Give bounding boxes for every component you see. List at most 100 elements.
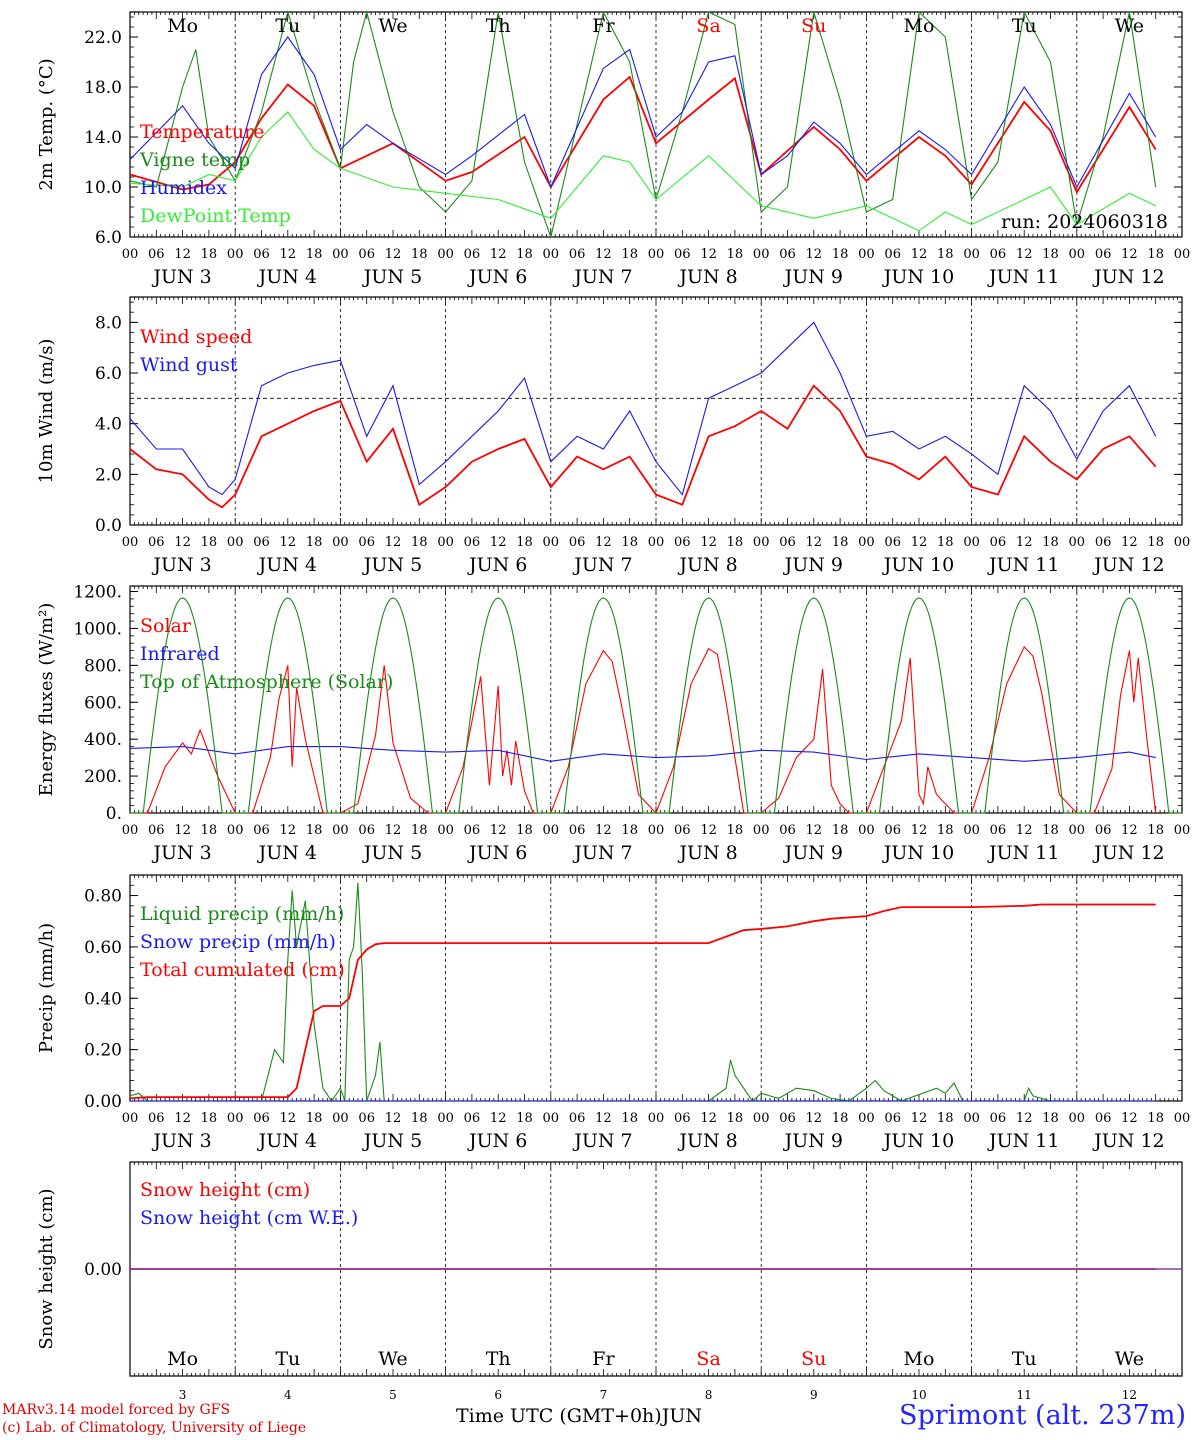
day-name: We [378, 15, 407, 37]
hour-label: 12 [1016, 535, 1033, 550]
hour-label: 00 [1069, 247, 1086, 262]
hour-label: 06 [884, 535, 901, 550]
y-tick-label: 400. [84, 730, 122, 750]
hour-label: 06 [674, 247, 691, 262]
date-label: JUN 11 [987, 1130, 1059, 1152]
hour-label: 06 [990, 535, 1007, 550]
hour-label: 18 [1147, 1111, 1164, 1126]
series-line-vigne-temp [129, 9, 1157, 239]
y-tick-label: 0.60 [84, 938, 122, 958]
hour-label: 12 [1016, 247, 1033, 262]
hour-label: 00 [332, 1111, 349, 1126]
y-tick-label: 0.20 [84, 1041, 122, 1061]
hour-label: 18 [1042, 1111, 1059, 1126]
series-line-top-of-atmosphere-solar- [130, 597, 1182, 814]
hour-label: 00 [1174, 247, 1191, 262]
hour-label: 06 [674, 535, 691, 550]
legend-entry: Solar [140, 615, 192, 637]
date-label: JUN 4 [257, 554, 317, 576]
hour-label: 00 [332, 247, 349, 262]
hour-label: 18 [621, 823, 638, 838]
hour-label: 00 [122, 535, 139, 550]
hour-label: 06 [464, 823, 481, 838]
day-number: 9 [810, 1388, 818, 1402]
panel-frame [129, 11, 1183, 238]
hour-label: 18 [937, 247, 954, 262]
hour-label: 00 [122, 823, 139, 838]
hour-label: 00 [332, 535, 349, 550]
day-number: 8 [705, 1388, 713, 1402]
y-tick-label: 600. [84, 693, 122, 713]
legend-entry: Wind gust [140, 354, 238, 376]
x-axis-title: Time UTC (GMT+0h)JUN [456, 1405, 702, 1427]
hour-label: 12 [806, 535, 823, 550]
legend-entry: Top of Atmosphere (Solar) [140, 671, 393, 693]
hour-label: 00 [963, 1111, 980, 1126]
y-tick-label: 22.0 [84, 28, 122, 48]
y-tick-label: 1200. [73, 583, 122, 603]
legend-entry: Temperature [140, 121, 264, 143]
hour-label: 18 [621, 247, 638, 262]
hour-label: 06 [779, 823, 796, 838]
date-label: JUN 7 [572, 1130, 632, 1152]
hour-label: 06 [464, 535, 481, 550]
hour-label: 18 [1147, 823, 1164, 838]
hour-label: 00 [227, 247, 244, 262]
y-tick-label: 0.00 [84, 1092, 122, 1112]
date-label: JUN 12 [1092, 554, 1164, 576]
hour-label: 06 [358, 247, 375, 262]
hour-label: 00 [437, 247, 454, 262]
hour-label: 00 [1174, 535, 1191, 550]
date-label: JUN 3 [151, 554, 211, 576]
hour-label: 00 [332, 823, 349, 838]
hour-label: 12 [280, 1111, 297, 1126]
panel-1: 6.0 10.0 14.0 18.0 22.0 2m Temp. (°C) Temperat… [36, 9, 1191, 288]
hour-label: 00 [227, 535, 244, 550]
hour-label: 00 [437, 823, 454, 838]
y-tick-label: 0.80 [84, 887, 122, 907]
date-label: JUN 3 [151, 266, 211, 288]
y-tick-label: 800. [84, 656, 122, 676]
hour-label: 00 [858, 535, 875, 550]
hour-label: 00 [648, 823, 665, 838]
hour-label: 18 [832, 247, 849, 262]
hour-label: 18 [516, 1111, 533, 1126]
date-label: JUN 9 [783, 266, 843, 288]
hour-label: 06 [148, 1111, 165, 1126]
day-name: Mo [167, 15, 198, 37]
day-name: Th [486, 15, 511, 37]
date-label: JUN 9 [783, 554, 843, 576]
hour-label: 06 [884, 1111, 901, 1126]
date-label: JUN 6 [467, 554, 527, 576]
hour-label: 06 [253, 535, 270, 550]
legend-entry: Vigne temp [139, 149, 250, 171]
hour-label: 00 [963, 535, 980, 550]
hour-label: 06 [358, 1111, 375, 1126]
hour-label: 12 [806, 1111, 823, 1126]
hour-label: 18 [937, 535, 954, 550]
hour-label: 18 [306, 1111, 323, 1126]
hour-label: 00 [753, 1111, 770, 1126]
hour-label: 00 [1069, 823, 1086, 838]
date-label: JUN 9 [783, 842, 843, 864]
hour-label: 00 [122, 1111, 139, 1126]
y-tick-label: 0.40 [84, 989, 122, 1009]
hour-label: 12 [490, 1111, 507, 1126]
series-line-humidex [129, 36, 1157, 189]
hour-label: 00 [122, 247, 139, 262]
hour-label: 00 [648, 1111, 665, 1126]
day-number: 12 [1122, 1388, 1137, 1402]
date-label: JUN 6 [467, 1130, 527, 1152]
legend-entry: Wind speed [140, 326, 252, 348]
hour-label: 18 [306, 823, 323, 838]
hour-label: 18 [516, 823, 533, 838]
y-tick-label: 1000. [73, 619, 122, 639]
model-credit: MARv3.14 model forced by GFS [2, 1402, 231, 1418]
hour-label: 18 [621, 535, 638, 550]
hour-label: 12 [1121, 247, 1138, 262]
date-label: JUN 5 [362, 266, 422, 288]
hour-label: 18 [1042, 535, 1059, 550]
legend-entry: Snow height (cm) [140, 1179, 310, 1201]
series-line-wind-speed [129, 384, 1157, 509]
